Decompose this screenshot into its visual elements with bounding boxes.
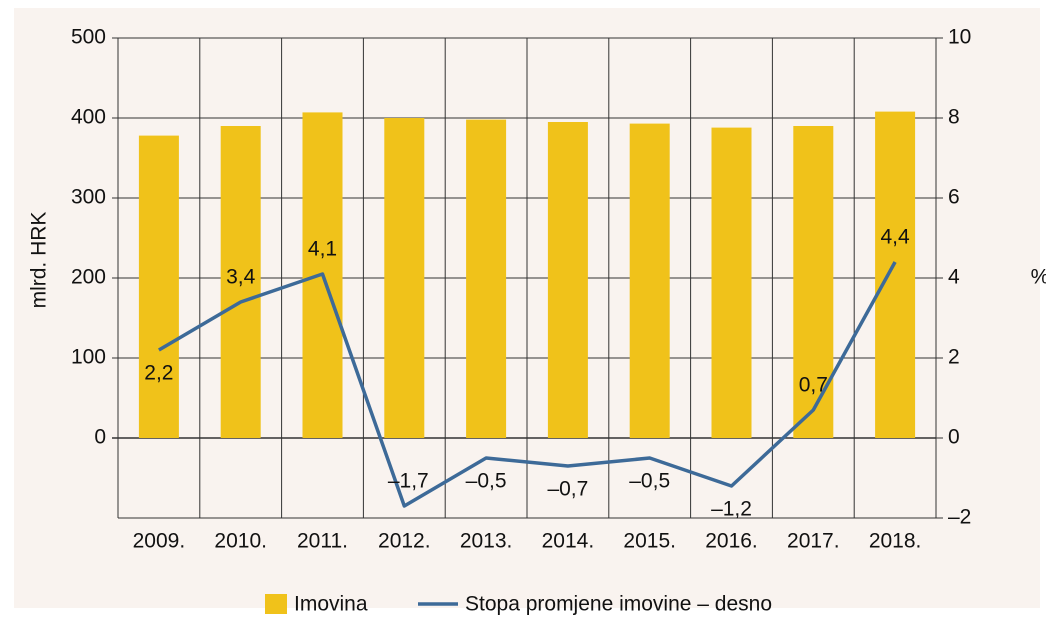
x-tick-label: 2013. bbox=[460, 530, 513, 553]
y2-tick-label: 10 bbox=[948, 26, 971, 49]
value-label: –0,5 bbox=[466, 470, 507, 493]
value-label: –1,2 bbox=[711, 498, 752, 521]
value-label: 2,2 bbox=[144, 362, 173, 385]
bar bbox=[220, 126, 261, 438]
y2-tick-label: 4 bbox=[948, 266, 960, 289]
bar bbox=[466, 119, 507, 438]
value-label: 3,4 bbox=[226, 266, 256, 289]
x-tick-label: 2010. bbox=[214, 530, 267, 553]
value-label: –1,7 bbox=[388, 470, 429, 493]
y-tick-label: 0 bbox=[94, 426, 106, 449]
y-axis-label: mlrd. HRK bbox=[28, 212, 51, 309]
y2-tick-label: –2 bbox=[948, 506, 971, 529]
value-label: 0,7 bbox=[799, 374, 828, 397]
x-tick-label: 2017. bbox=[787, 530, 840, 553]
x-tick-label: 2011. bbox=[297, 530, 348, 553]
y-tick-label: 500 bbox=[71, 26, 106, 49]
value-label: –0,5 bbox=[629, 470, 670, 493]
value-label: 4,4 bbox=[880, 226, 910, 249]
y2-tick-label: 2 bbox=[948, 346, 960, 369]
y-tick-label: 400 bbox=[71, 106, 106, 129]
x-tick-label: 2018. bbox=[869, 530, 922, 553]
x-tick-label: 2012. bbox=[378, 530, 431, 553]
line bbox=[158, 261, 897, 508]
bar bbox=[384, 118, 425, 438]
value-label: –0,7 bbox=[547, 478, 588, 501]
y-tick-label: 300 bbox=[71, 186, 106, 209]
y2-axis-label: % bbox=[1031, 266, 1046, 289]
legend-swatch bbox=[265, 594, 287, 614]
y2-tick-label: 8 bbox=[948, 106, 960, 129]
legend-label: Stopa promjene imovine – desno bbox=[465, 593, 772, 616]
x-tick-label: 2016. bbox=[705, 530, 758, 553]
x-tick-label: 2014. bbox=[542, 530, 595, 553]
y2-tick-label: 6 bbox=[948, 186, 960, 209]
x-tick-label: 2015. bbox=[623, 530, 676, 553]
bar bbox=[875, 111, 916, 438]
y-tick-label: 100 bbox=[71, 346, 106, 369]
bar bbox=[629, 123, 670, 438]
legend-label: Imovina bbox=[294, 593, 368, 616]
x-tick-label: 2009. bbox=[133, 530, 186, 553]
bar bbox=[711, 127, 752, 438]
value-label: 4,1 bbox=[308, 238, 337, 261]
bar bbox=[138, 135, 179, 438]
bar bbox=[547, 122, 588, 438]
y2-tick-label: 0 bbox=[948, 426, 960, 449]
y-tick-label: 200 bbox=[71, 266, 106, 289]
